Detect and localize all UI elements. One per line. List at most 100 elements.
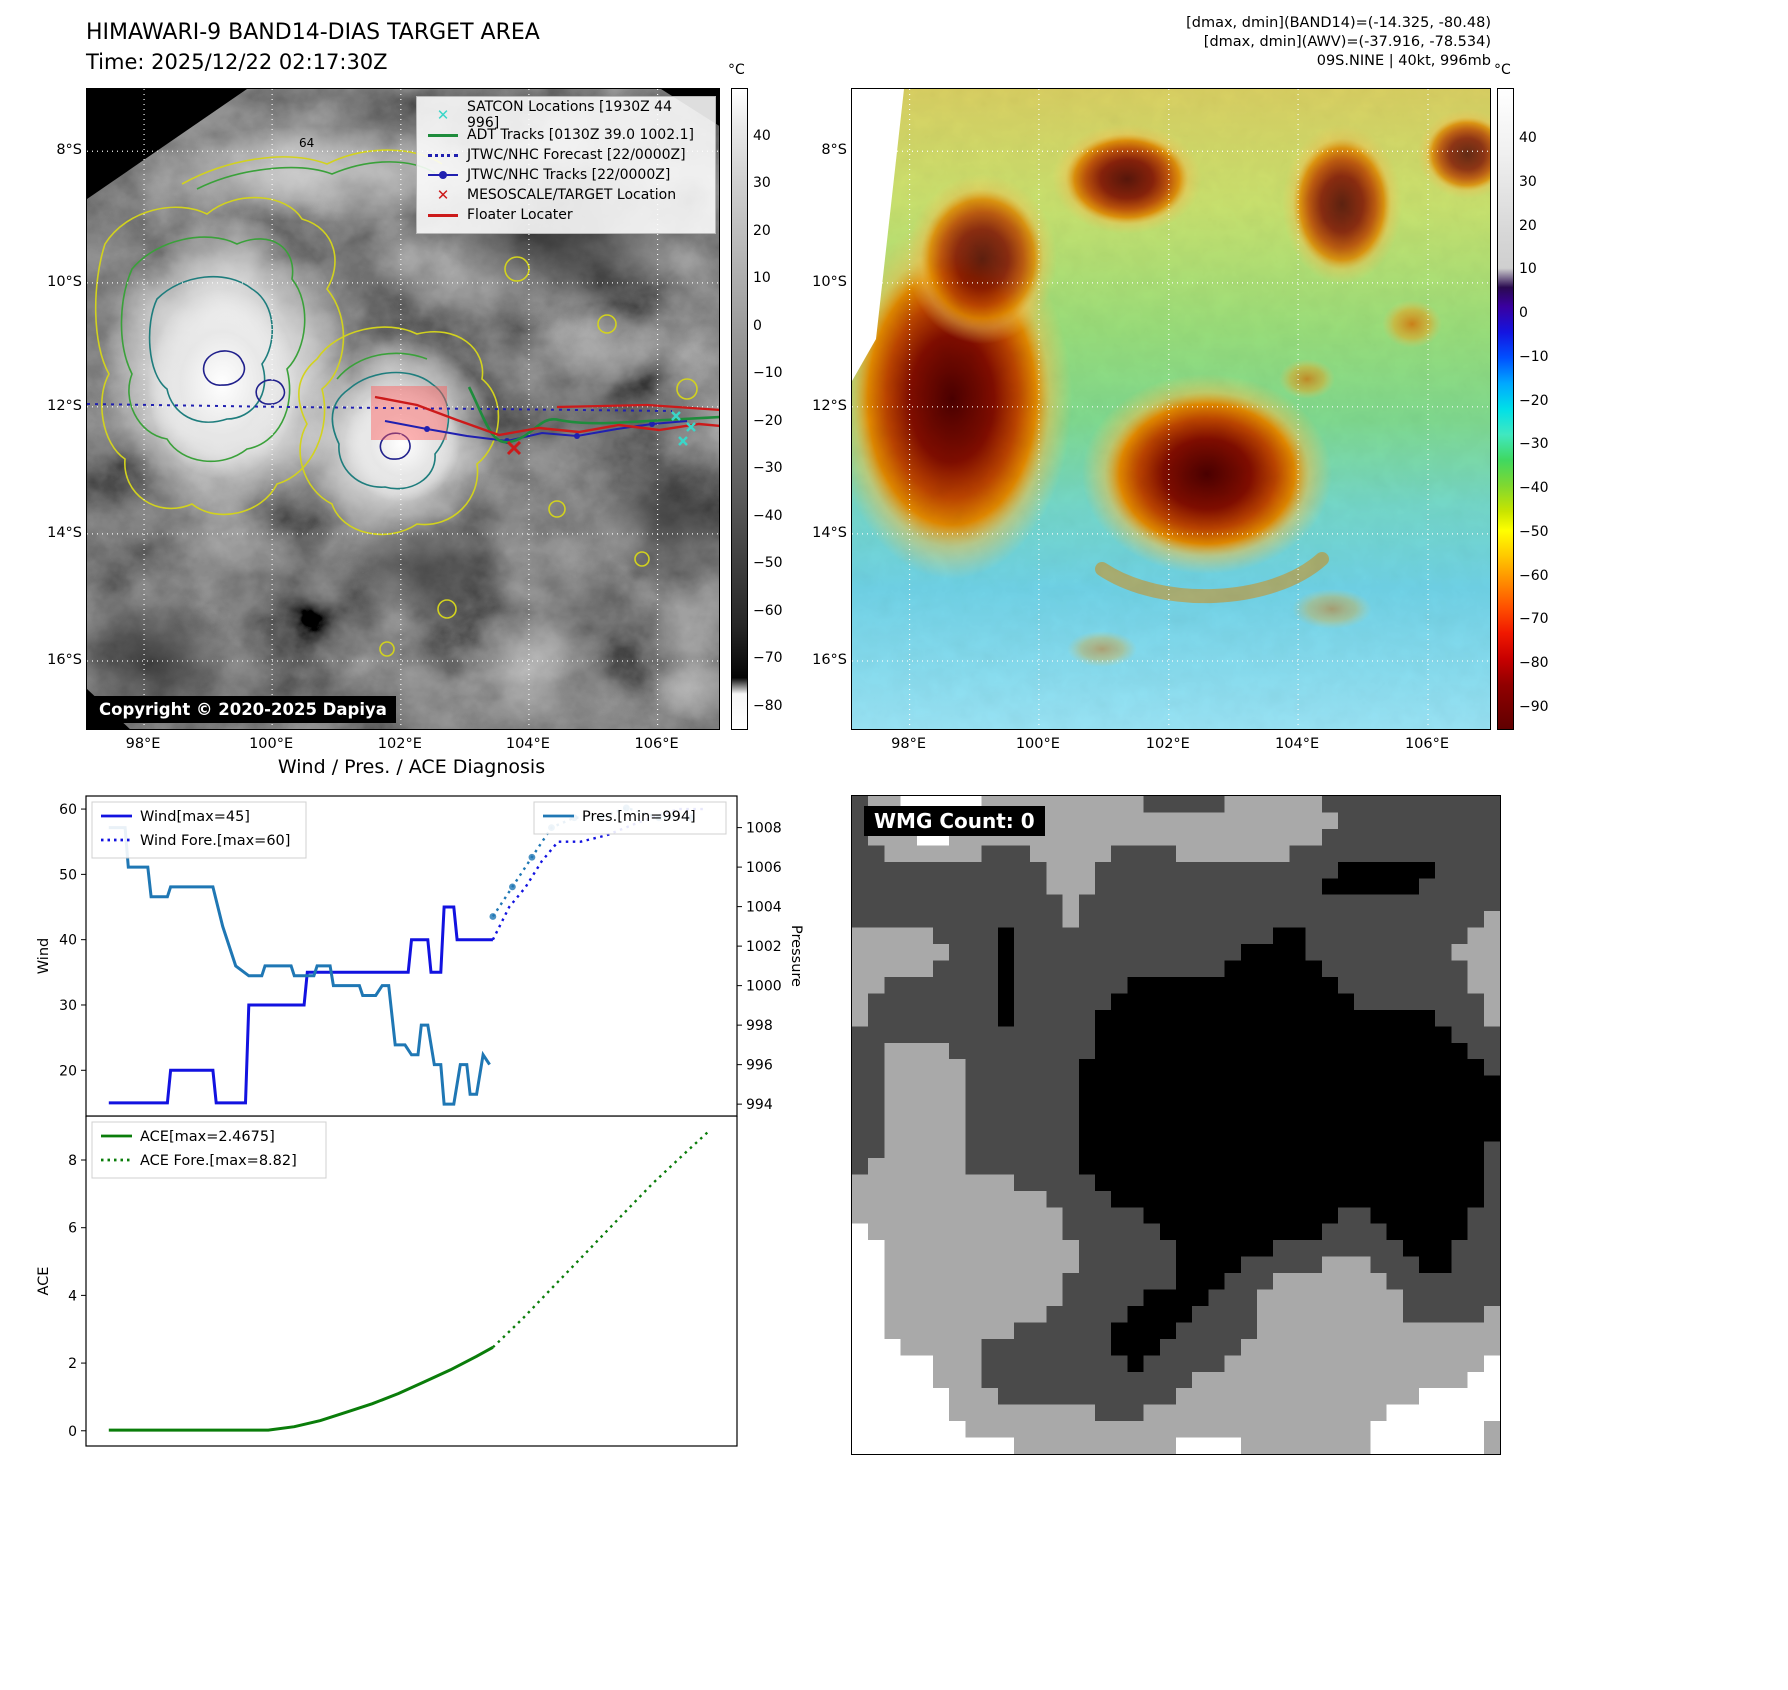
lat-tick-label: 10°S: [812, 273, 847, 290]
track-overlays: [87, 386, 719, 456]
colorbar-tick-label: 10: [753, 270, 771, 287]
colorbar-tick-label: −60: [753, 602, 783, 619]
svg-text:1006: 1006: [746, 860, 782, 876]
legend-marker: [426, 153, 460, 157]
legend-line-icon: [428, 153, 458, 157]
legend-entry: ADT Tracks [0130Z 39.0 1002.1]: [426, 125, 706, 145]
lat-axis-left-map: 8°S 10°S 12°S 14°S 16°S: [34, 88, 82, 730]
legend-entry: ✕ SATCON Locations [1930Z 44 996]: [426, 99, 706, 131]
enhanced-ir-image: [852, 89, 1490, 729]
colorbar-tick-label: 20: [753, 222, 771, 239]
svg-text:Wind[max=45]: Wind[max=45]: [140, 809, 250, 825]
wmg-count-label: WMG Count: 0: [864, 806, 1045, 836]
page-title: HIMAWARI-9 BAND14-DIAS TARGET AREA: [86, 20, 540, 45]
svg-text:0: 0: [68, 1424, 77, 1440]
svg-text:1008: 1008: [746, 821, 782, 837]
chart-title: Wind / Pres. / ACE Diagnosis: [277, 756, 546, 778]
legend-line-icon: [428, 133, 458, 137]
colorbar-tick-label: −30: [1519, 436, 1549, 453]
svg-text:998: 998: [746, 1018, 773, 1034]
lat-tick-label: 16°S: [812, 652, 847, 669]
latlon-grid: [87, 89, 719, 729]
band14-satellite-map: 64 ✕ SATCON Locations [1930Z 44 996] ADT T…: [86, 88, 720, 730]
colorbar-tick-label: 30: [1519, 173, 1537, 190]
legend-marker: [426, 213, 460, 217]
colorbar-tick-label: −50: [1519, 523, 1549, 540]
svg-text:Wind: Wind: [36, 938, 52, 974]
legend-label: Floater Locater: [467, 207, 573, 223]
legend-x-icon: ✕: [436, 185, 450, 204]
lon-axis-left-map: 98°E 100°E 102°E 104°E 106°E: [86, 736, 720, 758]
colorbar-tick-label: 20: [1519, 217, 1537, 234]
diagnosis-charts: Wind / Pres. / ACE Diagnosis 20 30 40 50 60 9…: [30, 756, 830, 1496]
colorbar-tick-label: −80: [1519, 655, 1549, 672]
ir-contours: [94, 149, 698, 657]
legend-marker: ✕: [426, 105, 460, 124]
jtwc-track: [384, 420, 688, 443]
rainbow-colorbar: [1497, 88, 1514, 730]
legend-label: JTWC/NHC Forecast [22/0000Z]: [467, 147, 686, 163]
colorbar-tick-label: −60: [1519, 567, 1549, 584]
legend-x-icon: ✕: [436, 105, 450, 124]
mesoscale-x-marker: [506, 440, 522, 456]
svg-text:40: 40: [59, 933, 77, 949]
contour-value-label: 64: [299, 136, 314, 150]
svg-text:994: 994: [746, 1097, 773, 1113]
colorbar-unit-label: °C: [1494, 62, 1511, 78]
colorbar-tick-label: −40: [753, 507, 783, 524]
legend-marker: [426, 171, 460, 179]
legend-line-icon: [428, 171, 458, 179]
lat-tick-label: 14°S: [812, 524, 847, 541]
colorbar-tick-label: −10: [1519, 348, 1549, 365]
timestamp: Time: 2025/12/22 02:17:30Z: [86, 50, 388, 74]
svg-text:ACE[max=2.4675]: ACE[max=2.4675]: [140, 1129, 275, 1145]
lon-axis-right-map: 98°E 100°E 102°E 104°E 106°E: [851, 736, 1491, 758]
colorbar-tick-label: 0: [1519, 305, 1528, 322]
storm-info-block: [dmax, dmin](BAND14)=(-14.325, -80.48) [d…: [1186, 14, 1491, 71]
svg-text:6: 6: [68, 1221, 77, 1237]
colorbar-tick-label: −70: [1519, 611, 1549, 628]
lat-tick-label: 10°S: [47, 273, 82, 290]
colorbar-tick-label: −20: [1519, 392, 1549, 409]
lon-tick-label: 100°E: [249, 736, 294, 752]
colorbar-unit-label: °C: [728, 62, 745, 78]
lon-tick-label: 104°E: [505, 736, 550, 752]
legend-line-icon: [428, 213, 458, 217]
colorbar-tick-label: −90: [1519, 698, 1549, 715]
satcon-x-marker: [678, 436, 688, 446]
lon-tick-label: 106°E: [1404, 736, 1450, 752]
legend-label: JTWC/NHC Tracks [22/0000Z]: [467, 167, 671, 183]
lat-tick-label: 12°S: [47, 397, 82, 414]
storm-info-line: 09S.NINE | 40kt, 996mb: [1316, 53, 1491, 69]
svg-text:8: 8: [68, 1153, 77, 1169]
svg-text:50: 50: [59, 867, 77, 883]
satcon-x-marker: [671, 411, 681, 421]
wmg-panel: WMG Count: 0: [851, 795, 1501, 1455]
legend-entry: Floater Locater: [426, 205, 706, 225]
colorbar-tick-label: 30: [753, 175, 771, 192]
colorbar-tick-label: −30: [753, 460, 783, 477]
lat-tick-label: 16°S: [47, 652, 82, 669]
rainbow-colorbar-ticks: 40 30 20 10 0 −10 −20 −30 −40 −50 −60 −70 −80 −90: [1519, 88, 1565, 730]
legend-entry: JTWC/NHC Forecast [22/0000Z]: [426, 145, 706, 165]
swath-edge: [852, 89, 904, 381]
enhanced-ir-satellite-map: [851, 88, 1491, 730]
legend-entry: ✕ MESOSCALE/TARGET Location: [426, 185, 706, 205]
colorbar-tick-label: 0: [753, 317, 762, 334]
legend-marker: [426, 133, 460, 137]
floater-track: [374, 395, 719, 437]
latlon-grid: [852, 89, 1490, 729]
svg-text:1004: 1004: [746, 900, 782, 916]
storm-info-line: [dmax, dmin](AWV)=(-37.916, -78.534): [1203, 34, 1491, 50]
lon-tick-label: 100°E: [1015, 736, 1060, 752]
colorbar-tick-label: 40: [1519, 130, 1537, 147]
swath-edge: [87, 89, 247, 199]
legend-marker: ✕: [426, 185, 460, 204]
legend-entry: JTWC/NHC Tracks [22/0000Z]: [426, 165, 706, 185]
svg-text:1002: 1002: [746, 939, 782, 955]
satcon-x-marker: [686, 422, 696, 432]
colorbar-tick-label: −40: [1519, 480, 1549, 497]
lat-tick-label: 8°S: [821, 142, 847, 159]
svg-text:ACE Fore.[max=8.82]: ACE Fore.[max=8.82]: [140, 1153, 297, 1169]
